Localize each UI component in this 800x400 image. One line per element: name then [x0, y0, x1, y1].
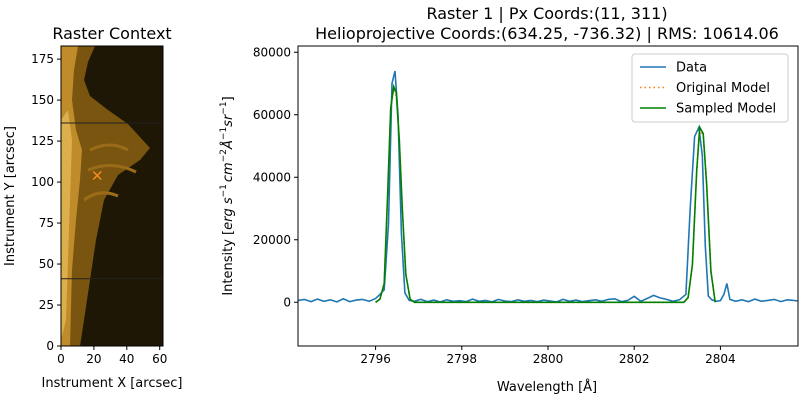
ylabel-prefix: Intensity [ [221, 230, 236, 296]
spectrum-x-tick-label: 2802 [619, 352, 650, 366]
spectrum-y-tick-label: 20000 [253, 233, 291, 247]
marker-stroke [92, 171, 102, 181]
spectrum-x-tick-label: 2796 [360, 352, 391, 366]
legend-box [631, 53, 789, 123]
raster-y-tick-label: 150 [31, 93, 54, 107]
raster-context-title: Raster Context [52, 24, 171, 43]
raster-y-tick-label: 25 [39, 298, 54, 312]
raster-y-tick-label: 50 [39, 257, 54, 271]
raster-position-marker [92, 171, 102, 181]
raster-y-tick-label: 100 [31, 175, 54, 189]
ylabel-suffix: ] [221, 96, 236, 101]
spectrum-x-tick-label: 2798 [447, 352, 478, 366]
series-line-sampled-model [375, 83, 716, 304]
spectrum-x-axis-label: Wavelength [Å] [497, 379, 597, 395]
raster-y-tick-label: 125 [31, 134, 54, 148]
raster-y-tick-label: 75 [39, 216, 54, 230]
spectrum-y-tick-label: 0 [283, 295, 291, 309]
raster-x-tick-label: 0 [57, 352, 65, 366]
spectrum-y-tick-label: 40000 [253, 170, 291, 184]
ylabel-exp-angstrom: −1 [219, 127, 229, 140]
raster-y-tick-label: 0 [46, 339, 54, 353]
raster-context-panel: Raster Context 0 20 40 60 0 25 50 75 100 125 150 1… [3, 24, 182, 391]
raster-y-axis-label: Instrument Y [arcsec] [3, 126, 18, 266]
ylabel-unit-sr: sr [221, 113, 236, 127]
spectrum-title-line2: Helioprojective Coords:(634.25, -736.32)… [315, 24, 779, 43]
spectrum-title-line1: Raster 1 | Px Coords:(11, 311) [426, 4, 667, 23]
raster-bright-limb [61, 46, 150, 346]
raster-x-tick-label: 20 [86, 352, 101, 366]
ylabel-unit-cm: cm [221, 162, 236, 182]
spectrum-y-axis-label: Intensity [erg s−1cm−2Å−1sr−1] [219, 96, 236, 295]
raster-image [61, 46, 163, 346]
raster-x-tick-label: 60 [152, 352, 167, 366]
raster-loops [83, 143, 137, 202]
ylabel-unit-erg-s: erg s [221, 197, 236, 230]
legend-label: Original Model [676, 81, 770, 96]
ylabel-exp-sr: −1 [219, 101, 229, 114]
raster-hot-strip [61, 110, 72, 340]
raster-x-tick-label: 40 [119, 352, 134, 366]
legend-label: Sampled Model [676, 102, 776, 117]
raster-x-axis-label: Instrument X [arcsec] [42, 376, 183, 391]
raster-axes-frame [60, 45, 164, 347]
spectrum-y-tick-label: 80000 [253, 45, 291, 59]
spectrum-panel: Raster 1 | Px Coords:(11, 311) Helioproj… [219, 4, 799, 395]
ylabel-exp-s: −1 [219, 184, 229, 197]
ylabel-unit-angstrom: Å [220, 140, 236, 150]
raster-y-tick-label: 175 [31, 52, 54, 66]
spectrum-x-tick-label: 2804 [705, 352, 736, 366]
series-line-data [298, 70, 798, 303]
legend-label: Data [676, 61, 707, 76]
legend: Data Original Model Sampled Model [631, 53, 789, 123]
ylabel-exp-cm: −2 [219, 149, 229, 162]
spectrum-x-tick-label: 2800 [533, 352, 564, 366]
spectrum-y-tick-label: 60000 [253, 108, 291, 122]
